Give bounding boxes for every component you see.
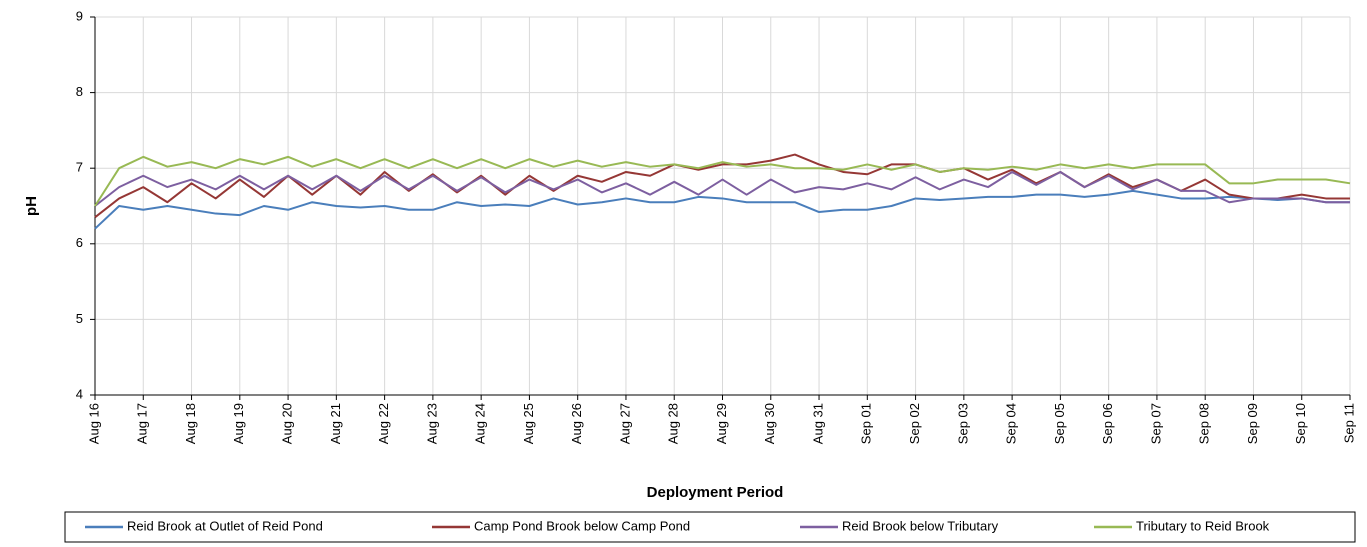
series-line bbox=[94, 189, 1350, 230]
x-tick-label: Aug 22 bbox=[376, 403, 391, 444]
x-tick-label: Aug 20 bbox=[280, 403, 295, 444]
x-tick-label: Sep 10 bbox=[1293, 403, 1308, 444]
x-tick-label: Sep 07 bbox=[1148, 403, 1163, 444]
x-tick-label: Aug 17 bbox=[135, 403, 150, 444]
x-tick-label: Aug 19 bbox=[231, 403, 246, 444]
x-tick-label: Aug 24 bbox=[473, 403, 488, 444]
legend-label: Camp Pond Brook below Camp Pond bbox=[474, 518, 690, 533]
x-tick-label: Aug 26 bbox=[569, 403, 584, 444]
y-tick-label: 4 bbox=[76, 386, 83, 401]
x-tick-label: Aug 31 bbox=[810, 403, 825, 444]
x-tick-label: Aug 30 bbox=[762, 403, 777, 444]
x-tick-label: Sep 02 bbox=[907, 403, 922, 444]
series-line bbox=[94, 170, 1350, 207]
x-tick-label: Sep 05 bbox=[1052, 403, 1067, 444]
y-tick-label: 6 bbox=[76, 235, 83, 250]
y-tick-label: 7 bbox=[76, 160, 83, 175]
series-line bbox=[94, 153, 1350, 219]
legend-box bbox=[64, 511, 1356, 543]
x-tick-label: Aug 16 bbox=[86, 403, 101, 444]
x-tick-label: Aug 21 bbox=[328, 403, 343, 444]
x-tick-label: Aug 18 bbox=[183, 403, 198, 444]
x-tick-label: Sep 03 bbox=[955, 403, 970, 444]
x-tick-label: Aug 29 bbox=[714, 403, 729, 444]
legend-label: Reid Brook below Tributary bbox=[842, 518, 999, 533]
x-tick-label: Sep 09 bbox=[1245, 403, 1260, 444]
y-axis-title: pH bbox=[23, 196, 40, 216]
x-tick-label: Aug 28 bbox=[666, 403, 681, 444]
series-line bbox=[94, 155, 1351, 207]
y-tick-label: 8 bbox=[76, 84, 83, 99]
x-tick-label: Sep 11 bbox=[1341, 403, 1356, 443]
x-tick-label: Sep 08 bbox=[1197, 403, 1212, 444]
legend-label: Tributary to Reid Brook bbox=[1136, 518, 1270, 533]
y-tick-label: 9 bbox=[76, 8, 83, 23]
x-tick-label: Aug 23 bbox=[424, 403, 439, 444]
x-tick-label: Sep 04 bbox=[1004, 403, 1019, 444]
x-tick-label: Aug 25 bbox=[521, 403, 536, 444]
x-tick-label: Sep 06 bbox=[1100, 403, 1115, 444]
legend-label: Reid Brook at Outlet of Reid Pond bbox=[127, 518, 323, 533]
x-axis-title: Deployment Period bbox=[647, 484, 784, 501]
y-tick-label: 5 bbox=[76, 311, 83, 326]
x-tick-label: Aug 27 bbox=[617, 403, 632, 444]
x-tick-label: Sep 01 bbox=[859, 403, 874, 444]
